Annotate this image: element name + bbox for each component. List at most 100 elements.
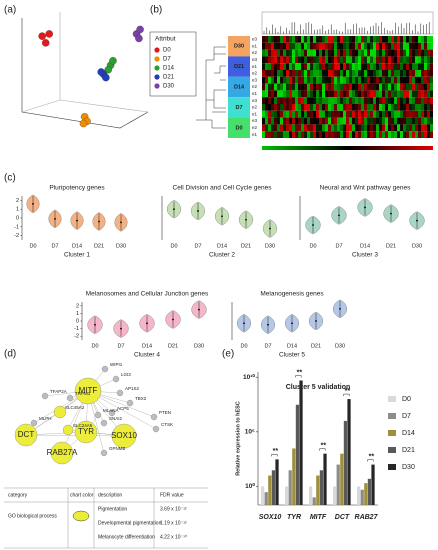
heat-cell [370, 49, 373, 57]
median [339, 307, 341, 310]
heat-cell [283, 56, 286, 64]
heat-cell [418, 70, 421, 77]
heat-cell [409, 56, 412, 64]
heat-cell [331, 97, 334, 104]
heat-cell [328, 42, 331, 50]
heat-cell [403, 104, 406, 111]
heat-cell [268, 49, 271, 57]
heat-cell [286, 63, 289, 70]
heat-cell [385, 83, 388, 91]
median [94, 323, 96, 326]
heat-cell [304, 70, 307, 77]
heat-cell [376, 104, 379, 111]
heat-cell [277, 70, 280, 77]
node-label: SLC24A5 [73, 423, 93, 428]
heat-cell [382, 36, 385, 43]
heat-cell [319, 63, 322, 70]
heat-cell [304, 42, 307, 50]
row-label: e3 [252, 57, 258, 62]
heat-cell [307, 42, 310, 50]
heat-cell [364, 36, 367, 43]
heat-cell [412, 36, 415, 43]
heat-cell [304, 76, 307, 84]
annotation: ** [369, 453, 375, 460]
heat-cell [394, 110, 397, 118]
bar [264, 492, 268, 505]
legend-swatch [154, 83, 160, 89]
heat-cell [307, 90, 310, 98]
heat-cell [400, 110, 403, 118]
heat-cell [340, 90, 343, 98]
heat-cell [346, 117, 349, 125]
heat-cell [331, 117, 334, 125]
heat-cell [304, 56, 307, 64]
heat-cell [400, 117, 403, 125]
heat-cell [292, 42, 295, 50]
heat-cell [304, 36, 307, 43]
heat-cell [283, 131, 286, 138]
heat-cell [376, 97, 379, 104]
heat-cell [349, 90, 352, 98]
heat-cell [373, 90, 376, 98]
heat-cell [280, 110, 283, 118]
heat-cell [403, 56, 406, 64]
heat-cell [385, 131, 388, 138]
heat-cell [319, 117, 322, 125]
heat-cell [268, 83, 271, 91]
x-tick-label: DCT [335, 514, 350, 521]
heat-cell [421, 104, 424, 111]
heat-cell [286, 131, 289, 138]
pca-point [79, 119, 88, 128]
heat-cell [403, 76, 406, 84]
heat-cell [307, 76, 310, 84]
heat-cell [400, 104, 403, 111]
heat-cell [379, 104, 382, 111]
heat-cell [283, 117, 286, 125]
heat-cell [277, 104, 280, 111]
heat-cell [352, 83, 355, 91]
heat-cell [409, 110, 412, 118]
heat-cell [316, 97, 319, 104]
heat-cell [322, 49, 325, 57]
heat-cell [421, 124, 424, 132]
pca-point [38, 32, 46, 40]
heat-cell [265, 90, 268, 98]
heat-cell [349, 131, 352, 138]
heat-cell [409, 63, 412, 70]
heat-cell [313, 70, 316, 77]
heat-cell [376, 42, 379, 50]
heat-cell [325, 83, 328, 91]
group-label: D21 [234, 64, 244, 70]
heat-cell [271, 76, 274, 84]
annotation: ** [345, 388, 351, 395]
heat-cell [352, 70, 355, 77]
heat-cell [421, 70, 424, 77]
legend-label: D30 [402, 464, 415, 471]
heat-cell [307, 124, 310, 132]
chart-title: Cluster 5 validation [286, 384, 351, 391]
node [100, 419, 108, 427]
node-label: GPNMB [109, 446, 126, 451]
bar [288, 470, 292, 505]
heat-cell [382, 56, 385, 64]
heat-cell [289, 104, 292, 111]
heat-cell [271, 83, 274, 91]
heat-cell [298, 90, 301, 98]
heat-cell [382, 117, 385, 125]
heat-cell [295, 90, 298, 98]
heat-cell [349, 42, 352, 50]
heat-cell [358, 117, 361, 125]
heat-cell [361, 90, 364, 98]
heat-cell [286, 49, 289, 57]
heat-cell [424, 83, 427, 91]
heat-cell [289, 97, 292, 104]
heat-cell [298, 131, 301, 138]
heat-cell [292, 70, 295, 77]
heat-cell [289, 124, 292, 132]
heat-cell [424, 110, 427, 118]
heat-cell [358, 97, 361, 104]
heat-cell [418, 76, 421, 84]
heat-cell [274, 42, 277, 50]
heat-cell [361, 117, 364, 125]
